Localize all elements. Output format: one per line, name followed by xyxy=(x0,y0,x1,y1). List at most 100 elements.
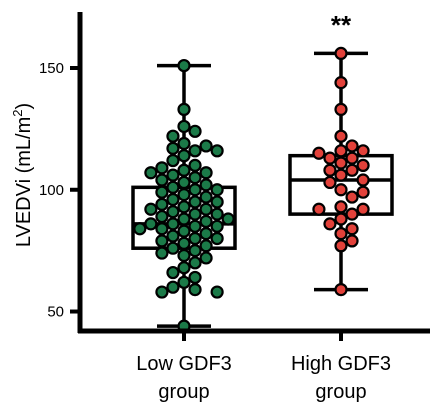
data-point xyxy=(199,139,213,153)
x-tick-label-line1: Low GDF3 xyxy=(136,353,232,375)
data-point xyxy=(177,119,191,134)
data-point xyxy=(177,102,191,117)
data-point xyxy=(312,146,326,160)
data-point xyxy=(334,239,348,253)
data-point xyxy=(199,166,213,180)
data-point xyxy=(133,222,147,236)
data-point xyxy=(210,195,224,209)
data-point xyxy=(334,212,348,226)
data-point xyxy=(177,261,191,275)
data-point xyxy=(188,195,202,209)
data-point xyxy=(177,175,191,190)
data-point xyxy=(199,239,213,253)
data-point xyxy=(155,161,169,175)
data-point xyxy=(188,170,202,185)
data-point xyxy=(166,229,180,243)
data-point xyxy=(199,214,213,229)
data-point xyxy=(356,158,370,173)
data-point xyxy=(323,217,337,231)
data-point xyxy=(221,212,235,226)
data-point xyxy=(323,175,337,190)
data-point xyxy=(345,151,359,165)
y-axis-title-superscript: 2 xyxy=(10,110,25,117)
data-point xyxy=(323,163,337,177)
data-point xyxy=(334,200,348,214)
data-point xyxy=(166,217,180,231)
data-point xyxy=(334,156,348,170)
x-tick-label-line2: group xyxy=(158,381,209,403)
data-point xyxy=(334,46,348,60)
data-point xyxy=(210,183,224,197)
y-axis-title: LVEDVi (mL/m2) xyxy=(10,103,35,247)
data-point xyxy=(166,153,180,168)
data-point xyxy=(177,58,191,73)
significance-annotation: ** xyxy=(331,10,352,40)
data-point xyxy=(356,202,370,216)
data-point xyxy=(210,231,224,246)
data-point xyxy=(334,144,348,158)
y-tick-label: 100 xyxy=(39,182,64,199)
data-point xyxy=(166,141,180,155)
x-ticks: Low GDF3 group High GDF3 group xyxy=(136,331,391,403)
data-point xyxy=(334,129,348,143)
data-point xyxy=(188,244,202,258)
data-point xyxy=(166,280,180,294)
box-group xyxy=(288,46,394,297)
data-point xyxy=(155,185,169,199)
data-point xyxy=(177,136,191,151)
data-point xyxy=(188,207,202,221)
data-point xyxy=(188,183,202,197)
data-point xyxy=(155,173,169,187)
data-point xyxy=(345,139,359,153)
data-point xyxy=(166,205,180,219)
data-point xyxy=(199,190,213,204)
data-point xyxy=(312,202,326,216)
data-point xyxy=(155,197,169,211)
data-point xyxy=(199,178,213,192)
data-point xyxy=(334,283,348,297)
data-point xyxy=(199,226,213,241)
data-point xyxy=(144,217,158,231)
data-point xyxy=(323,151,337,165)
data-point xyxy=(188,270,202,285)
x-tick-label-line1: High GDF3 xyxy=(291,353,391,375)
y-tick-label: 50 xyxy=(47,304,64,321)
data-point xyxy=(155,234,169,248)
y-tick-label: 150 xyxy=(39,60,64,77)
data-point xyxy=(334,168,348,182)
y-axis-title-main: LVEDVi (mL/m xyxy=(13,117,35,247)
data-point xyxy=(144,166,158,180)
y-axis-title-end: ) xyxy=(13,103,35,110)
data-point xyxy=(345,163,359,177)
data-point xyxy=(177,200,191,214)
data-point xyxy=(345,222,359,236)
data-point xyxy=(166,192,180,207)
axes xyxy=(77,12,430,334)
data-point xyxy=(199,202,213,216)
data-point xyxy=(188,124,202,138)
y-ticks: 50 100 150 xyxy=(39,60,80,321)
data-point xyxy=(188,144,202,158)
data-point xyxy=(177,163,191,177)
data-point xyxy=(345,190,359,204)
data-point xyxy=(356,173,370,187)
data-point xyxy=(356,144,370,158)
data-point xyxy=(334,102,348,117)
data-point xyxy=(188,158,202,173)
data-point xyxy=(334,183,348,197)
data-point xyxy=(199,251,213,265)
data-point xyxy=(188,256,202,270)
data-point xyxy=(345,207,359,221)
plot-area: ** xyxy=(131,10,394,333)
data-point xyxy=(177,188,191,202)
data-point xyxy=(334,76,348,90)
data-point xyxy=(166,180,180,194)
data-point xyxy=(210,144,224,158)
data-point xyxy=(188,283,202,297)
data-point xyxy=(177,236,191,250)
data-point xyxy=(155,209,169,224)
data-point xyxy=(144,202,158,216)
box-group xyxy=(131,58,237,333)
data-point xyxy=(155,285,169,299)
